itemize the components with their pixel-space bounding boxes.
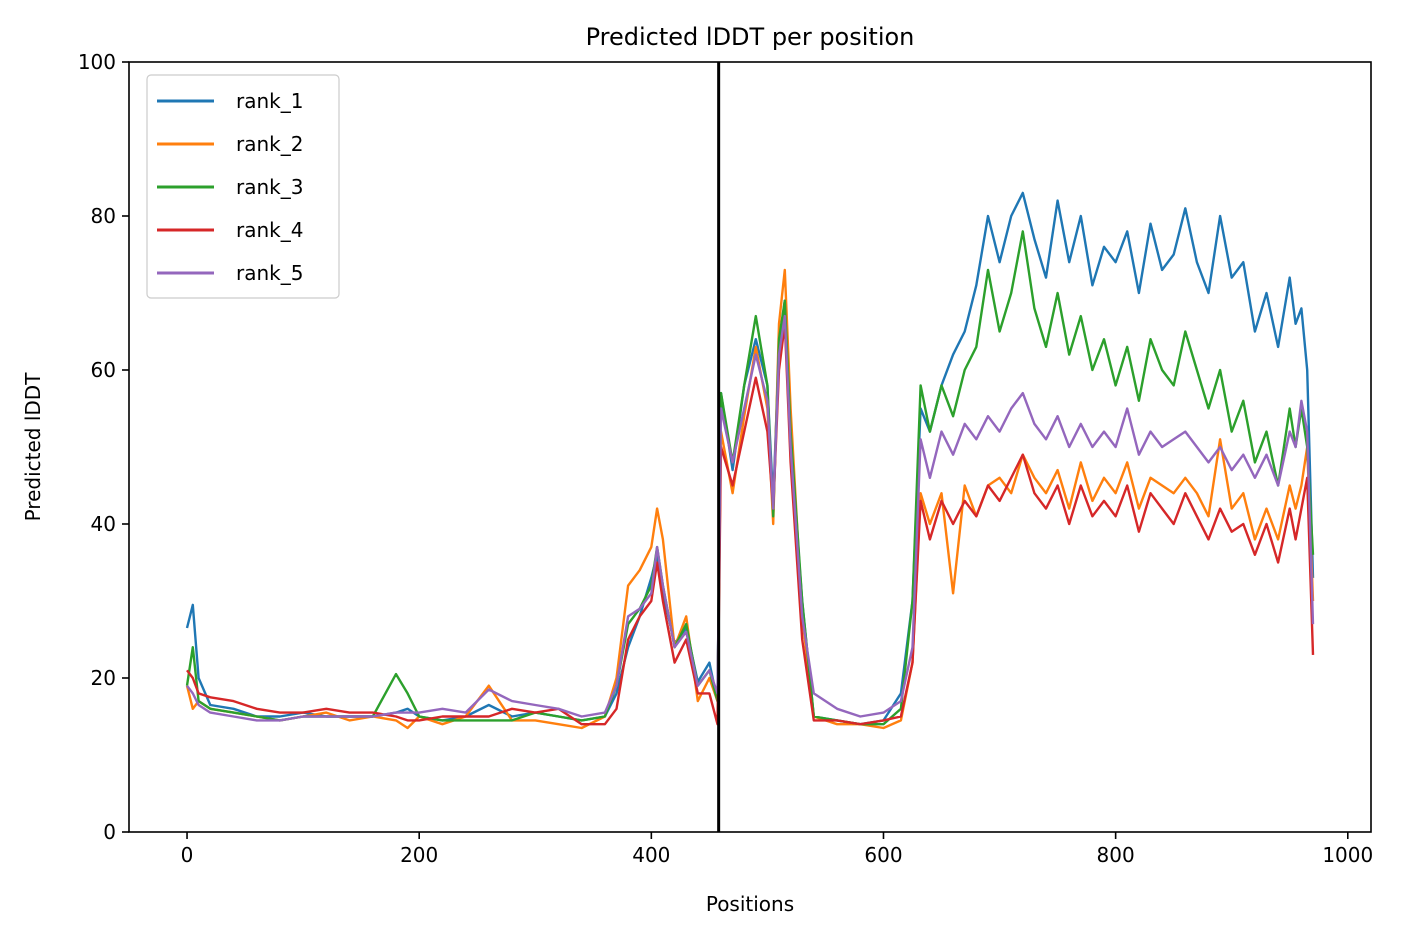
series-line-rank_5 — [186, 314, 1315, 722]
legend-label-rank_4: rank_4 — [236, 218, 303, 242]
legend-label-rank_1: rank_1 — [236, 89, 303, 113]
y-tick-label: 0 — [103, 820, 116, 844]
y-tick-label: 100 — [78, 50, 116, 74]
x-axis-label: Positions — [706, 892, 794, 916]
y-axis: 0 20 40 60 80 100 — [78, 50, 129, 844]
x-tick-label: 400 — [632, 843, 670, 867]
x-tick-label: 800 — [1097, 843, 1135, 867]
x-tick-label: 1000 — [1322, 843, 1373, 867]
legend: rank_1 rank_2 rank_3 rank_4 rank_5 — [146, 74, 340, 299]
y-tick-label: 80 — [91, 204, 116, 228]
x-axis: 0 200 400 600 800 1000 — [181, 832, 1373, 867]
legend-label-rank_2: rank_2 — [236, 132, 303, 156]
plot-lines — [185, 191, 1315, 730]
x-tick-label: 600 — [864, 843, 902, 867]
series-line-rank_4 — [186, 322, 1315, 726]
y-axis-label: Predicted lDDT — [21, 372, 45, 522]
chart-title: Predicted lDDT per position — [586, 23, 915, 51]
legend-label-rank_5: rank_5 — [236, 261, 303, 285]
x-tick-label: 0 — [181, 843, 194, 867]
plot-frame — [128, 61, 1372, 833]
y-tick-label: 60 — [91, 358, 116, 382]
legend-label-rank_3: rank_3 — [236, 175, 303, 199]
legend-box — [146, 74, 340, 299]
y-tick-label: 20 — [91, 666, 116, 690]
x-tick-label: 200 — [400, 843, 438, 867]
y-tick-label: 40 — [91, 512, 116, 536]
